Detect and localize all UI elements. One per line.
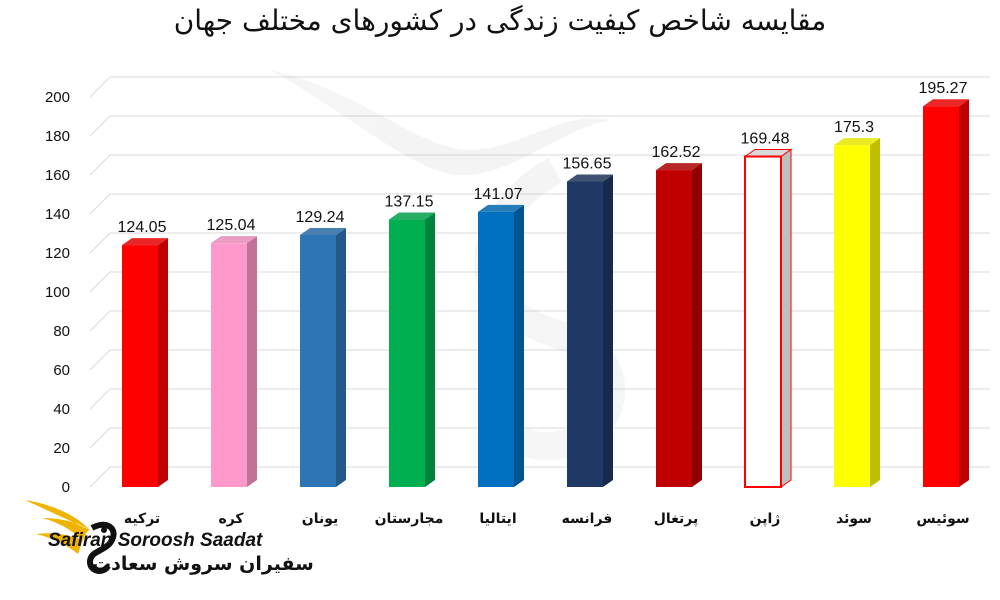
data-label: 195.27	[919, 80, 968, 97]
category-label: فرانسه	[562, 511, 613, 527]
data-label: 125.04	[207, 217, 256, 234]
y-axis-ticks: 0 20 40 60 80 100 120 140 160 180 200	[45, 89, 70, 496]
category-label: یونان	[302, 511, 339, 527]
y-tick-label: 180	[45, 128, 70, 145]
brand-logo	[25, 500, 117, 574]
y-tick-label: 100	[45, 284, 70, 301]
bar	[211, 236, 257, 487]
data-label: 162.52	[652, 144, 701, 161]
y-tick-label: 140	[45, 206, 70, 223]
data-label: 175.3	[834, 119, 874, 136]
brand-name-english: Safiran Soroosh Saadat	[48, 530, 263, 551]
category-label: ترکیه	[124, 511, 160, 527]
bar	[656, 163, 702, 487]
data-label: 129.24	[296, 209, 345, 226]
y-tick-label: 60	[53, 362, 70, 379]
gridlines	[89, 76, 990, 488]
bar	[743, 148, 793, 488]
y-tick-label: 80	[53, 323, 70, 340]
category-label: پرتغال	[654, 511, 699, 527]
gridline	[89, 76, 990, 98]
y-tick-label: 20	[53, 440, 70, 457]
brand-name-persian: سفیران سروش سعادت	[92, 553, 314, 575]
category-label: سوئیس	[916, 511, 969, 527]
category-label: ایتالیا	[479, 511, 516, 527]
x-axis-categories: ترکیه کره یونان مجارستان ایتالیا فرانسه پرتغال…	[124, 511, 970, 527]
data-label: 137.15	[385, 194, 434, 211]
y-tick-label: 40	[53, 401, 70, 418]
y-tick-label: 0	[62, 479, 70, 496]
gridline	[89, 154, 990, 176]
data-label: 169.48	[741, 131, 790, 148]
data-label: 141.07	[474, 186, 523, 203]
bar	[478, 204, 524, 487]
category-label: مجارستان	[375, 511, 444, 527]
y-tick-label: 160	[45, 167, 70, 184]
data-labels: 124.05 125.04 129.24 137.15 141.07 156.65 162.…	[118, 80, 968, 236]
data-label: 156.65	[563, 156, 612, 173]
bars	[122, 99, 969, 488]
category-label: کره	[218, 511, 244, 527]
gridline	[89, 115, 990, 137]
bar	[389, 212, 435, 487]
category-label: سوئد	[836, 511, 872, 527]
y-tick-label: 200	[45, 89, 70, 106]
data-label: 124.05	[118, 219, 167, 236]
wing-icon	[25, 500, 90, 554]
bar	[923, 99, 969, 487]
y-tick-label: 120	[45, 245, 70, 262]
category-label: ژاپن	[750, 511, 781, 527]
chart-title: مقایسه شاخص کیفیت زندگی در کشورهای مختلف…	[173, 4, 827, 37]
bar	[300, 227, 346, 487]
bar	[567, 174, 613, 487]
bar	[834, 138, 880, 488]
bar	[122, 238, 168, 487]
